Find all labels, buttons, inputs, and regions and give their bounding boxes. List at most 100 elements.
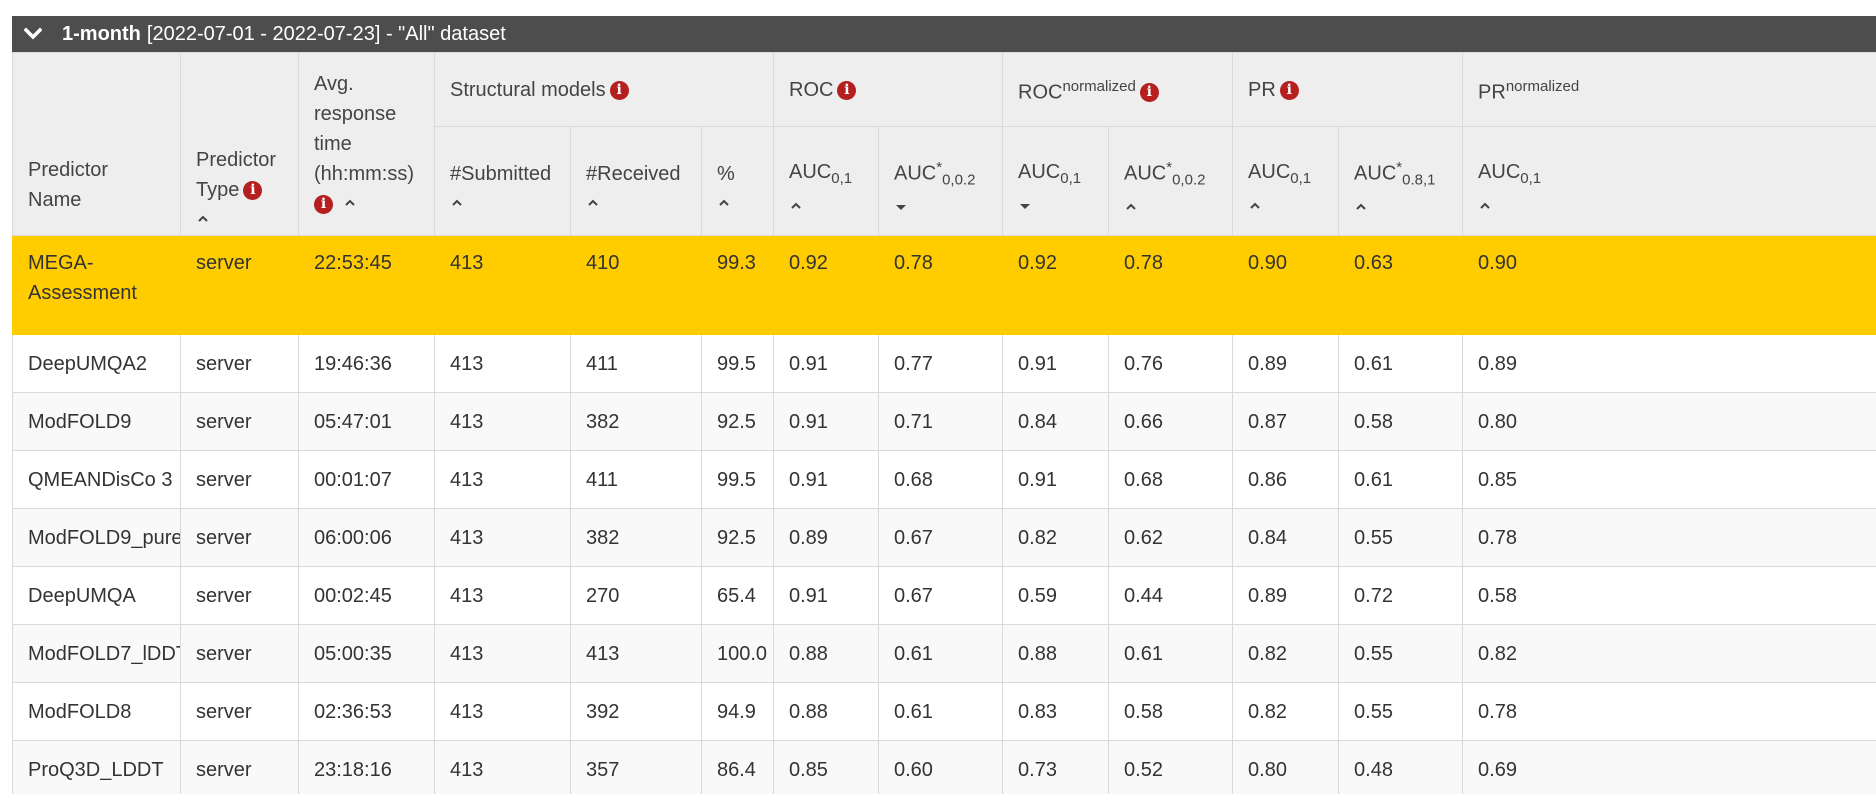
auc-star-label: AUC*0,0.2 <box>1124 158 1206 189</box>
cell-name: DeepUMQA2 <box>12 334 181 393</box>
cell-prn-auc: 0.80 <box>1462 392 1876 451</box>
cell-percent: 99.5 <box>701 450 774 509</box>
sort-up-icon[interactable] <box>789 192 803 209</box>
cell-prn-auc: 0.82 <box>1462 624 1876 683</box>
info-icon[interactable]: i <box>609 80 629 100</box>
cell-percent: 100.0 <box>701 624 774 683</box>
col-prn-auc[interactable]: AUC0,1 <box>1462 126 1876 236</box>
col-pr-auc[interactable]: AUC0,1 <box>1232 126 1340 236</box>
cell-type: server <box>180 508 299 567</box>
cell-received: 392 <box>570 682 702 741</box>
cell-roc-auc-star: 0.78 <box>877 235 1004 335</box>
cell-pr-auc: 0.80 <box>1232 740 1340 794</box>
pr-label: PR <box>1248 78 1276 101</box>
table-row[interactable]: QMEANDisCo 3 server 00:01:07 413 411 99.… <box>12 450 1876 509</box>
cell-rocn-auc-star: 0.68 <box>1108 450 1234 509</box>
col-roc-auc[interactable]: AUC0,1 <box>773 126 879 236</box>
table-row[interactable]: ModFOLD9 server 05:47:01 413 382 92.5 0.… <box>12 392 1876 451</box>
cell-submitted: 413 <box>434 740 571 794</box>
col-rocn-auc[interactable]: AUC0,1 <box>1002 126 1110 236</box>
roc-label: ROC <box>789 78 834 101</box>
cell-rocn-auc: 0.82 <box>1002 508 1110 567</box>
table-row[interactable]: ModFOLD7_lDDT server 05:00:35 413 413 10… <box>12 624 1876 683</box>
sort-up-icon[interactable] <box>586 189 600 206</box>
sort-down-icon[interactable] <box>894 193 908 211</box>
cell-pr-auc: 0.89 <box>1232 566 1340 625</box>
auc-label: AUC0,1 <box>1248 160 1312 187</box>
sort-down-icon[interactable] <box>1018 192 1032 209</box>
cell-pr-auc-star: 0.63 <box>1338 235 1464 335</box>
table-row[interactable]: DeepUMQA server 00:02:45 413 270 65.4 0.… <box>12 566 1876 625</box>
percent-label: % <box>717 163 735 185</box>
cell-rocn-auc-star: 0.61 <box>1108 624 1234 683</box>
col-received[interactable]: #Received <box>570 126 702 236</box>
cell-percent: 92.5 <box>701 392 774 451</box>
auc-label: AUC0,1 <box>1018 160 1082 187</box>
sort-up-icon[interactable] <box>196 205 210 222</box>
cell-submitted: 413 <box>434 235 571 335</box>
panel-header[interactable]: 1-month [2022-07-01 - 2022-07-23] - "All… <box>12 16 1876 52</box>
table-row[interactable]: ProQ3D_LDDT server 23:18:16 413 357 86.4… <box>12 740 1876 794</box>
sort-up-icon[interactable] <box>1248 192 1262 209</box>
sort-up-icon[interactable] <box>343 189 357 206</box>
info-icon[interactable]: i <box>1279 80 1299 100</box>
cell-time: 00:01:07 <box>298 450 435 509</box>
col-submitted[interactable]: #Submitted <box>434 126 571 236</box>
cell-time: 22:53:45 <box>298 235 435 335</box>
group-pr: PR i <box>1232 52 1464 127</box>
cell-submitted: 413 <box>434 624 571 683</box>
sort-up-icon[interactable] <box>1124 193 1138 211</box>
cell-pr-auc: 0.82 <box>1232 624 1340 683</box>
col-predictor-type[interactable]: Predictor Type i <box>180 52 299 236</box>
cell-percent: 99.5 <box>701 334 774 393</box>
cell-pr-auc-star: 0.61 <box>1338 334 1464 393</box>
info-icon[interactable]: i <box>837 80 857 100</box>
table-row[interactable]: ModFOLD9_pure server 06:00:06 413 382 92… <box>12 508 1876 567</box>
cell-roc-auc: 0.88 <box>773 682 879 741</box>
cell-received: 413 <box>570 624 702 683</box>
info-icon[interactable]: i <box>243 181 263 200</box>
cell-rocn-auc: 0.91 <box>1002 450 1110 509</box>
col-roc-auc-star[interactable]: AUC*0,0.2 <box>877 126 1004 236</box>
cell-time: 05:47:01 <box>298 392 435 451</box>
cell-received: 410 <box>570 235 702 335</box>
cell-type: server <box>180 740 299 794</box>
table-row[interactable]: DeepUMQA2 server 19:46:36 413 411 99.5 0… <box>12 334 1876 393</box>
col-rocn-auc-star[interactable]: AUC*0,0.2 <box>1108 126 1234 236</box>
cell-percent: 92.5 <box>701 508 774 567</box>
cell-rocn-auc: 0.92 <box>1002 235 1110 335</box>
col-response-time[interactable]: Avg. response time (hh:mm:ss) i <box>298 52 435 236</box>
sort-up-icon[interactable] <box>450 189 464 206</box>
predictor-type-label-2: Type <box>196 179 240 201</box>
cell-name: ModFOLD9_pure <box>12 508 181 567</box>
pr-norm-label: PR <box>1478 81 1506 104</box>
cell-type: server <box>180 682 299 741</box>
info-icon[interactable]: i <box>314 195 333 214</box>
cell-rocn-auc-star: 0.58 <box>1108 682 1234 741</box>
sort-up-icon[interactable] <box>1478 192 1492 209</box>
cell-rocn-auc-star: 0.76 <box>1108 334 1234 393</box>
sort-up-icon[interactable] <box>717 189 731 206</box>
panel-title: [2022-07-01 - 2022-07-23] - "All" datase… <box>146 22 506 45</box>
col-predictor-name[interactable]: Predictor Name <box>12 52 181 236</box>
chevron-down-icon[interactable] <box>22 23 44 45</box>
cell-roc-auc-star: 0.60 <box>877 740 1004 794</box>
cell-pr-auc-star: 0.55 <box>1338 624 1464 683</box>
cell-type: server <box>180 450 299 509</box>
table-row[interactable]: ModFOLD8 server 02:36:53 413 392 94.9 0.… <box>12 682 1876 741</box>
table-row-highlighted[interactable]: MEGA-Assessment server 22:53:45 413 410 … <box>12 235 1876 335</box>
cell-time: 05:00:35 <box>298 624 435 683</box>
group-structural-models: Structural models i <box>434 52 774 127</box>
info-icon[interactable]: i <box>1139 83 1159 103</box>
roc-norm-sup: normalized <box>1062 77 1136 95</box>
cell-rocn-auc-star: 0.62 <box>1108 508 1234 567</box>
col-percent[interactable]: % <box>701 126 774 236</box>
col-pr-auc-star[interactable]: AUC*0.8,1 <box>1338 126 1464 236</box>
cell-received: 270 <box>570 566 702 625</box>
sort-up-icon[interactable] <box>1354 193 1368 211</box>
cell-type: server <box>180 566 299 625</box>
cell-roc-auc: 0.89 <box>773 508 879 567</box>
cell-submitted: 413 <box>434 392 571 451</box>
cell-prn-auc: 0.69 <box>1462 740 1876 794</box>
response-label-4: (hh:mm:ss) <box>314 163 414 185</box>
